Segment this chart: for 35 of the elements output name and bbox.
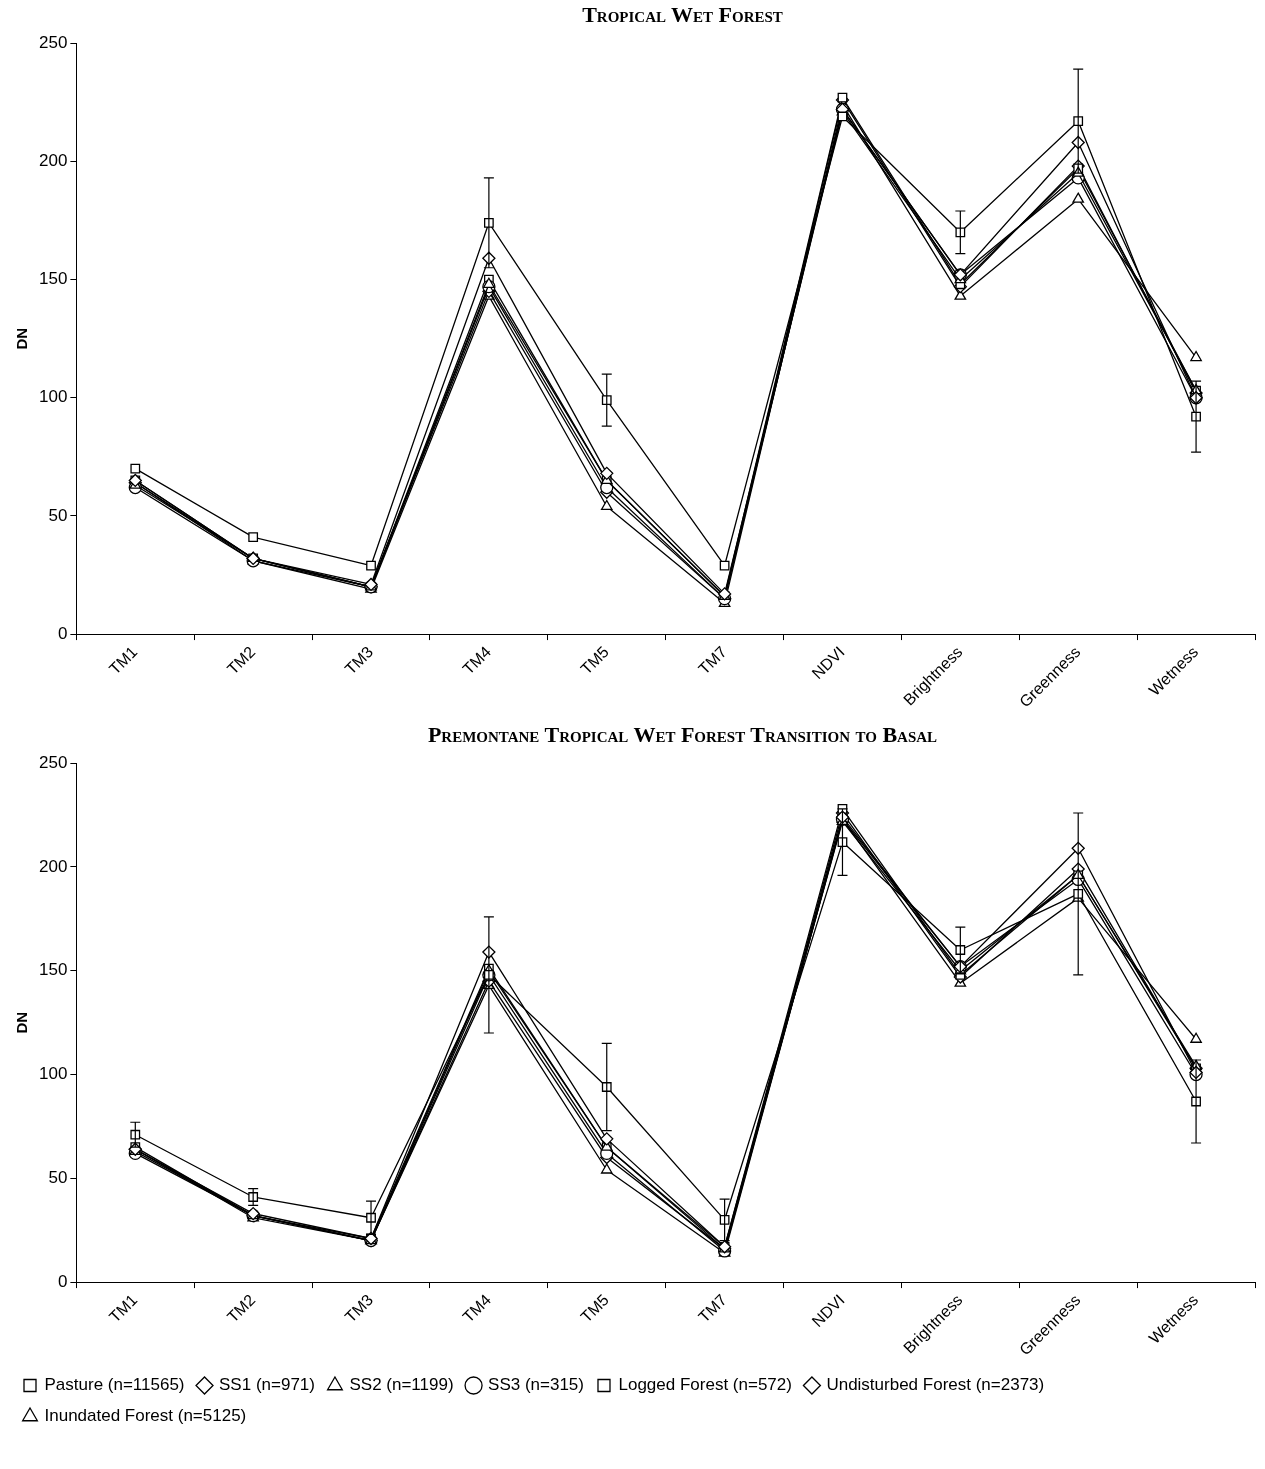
y-tick-label: 150 bbox=[38, 960, 68, 980]
x-tick-label: TM2 bbox=[223, 643, 259, 678]
y-tick-label: 50 bbox=[48, 505, 68, 525]
y-tick-label: 0 bbox=[57, 623, 68, 643]
x-tick-label: TM4 bbox=[459, 1291, 495, 1326]
legend-label: SS3 (n=315) bbox=[488, 1375, 584, 1395]
y-tick-label: 100 bbox=[38, 1064, 68, 1084]
x-tick-label: TM3 bbox=[341, 1291, 377, 1326]
y-tick-label: 100 bbox=[38, 387, 68, 407]
y-tick-label: 200 bbox=[38, 151, 68, 171]
y-axis-title: DN bbox=[13, 327, 31, 350]
legend-label: Inundated Forest (n=5125) bbox=[44, 1406, 247, 1426]
chart-title: Tropical Wet Forest bbox=[581, 1, 784, 29]
x-tick-label: TM1 bbox=[105, 643, 141, 678]
x-tick-label: TM3 bbox=[341, 643, 377, 678]
y-axis-title: DN bbox=[13, 1011, 31, 1034]
x-tick-label: TM5 bbox=[577, 1291, 613, 1326]
y-tick-label: 150 bbox=[38, 269, 68, 289]
legend-label: Logged Forest (n=572) bbox=[618, 1375, 792, 1395]
y-tick-label: 250 bbox=[38, 32, 68, 52]
y-tick-label: 250 bbox=[38, 752, 68, 772]
chart-title: Premontane Tropical Wet Forest Transition to Basal bbox=[426, 721, 939, 749]
legend-label: Pasture (n=11565) bbox=[44, 1375, 185, 1395]
legend-label: SS2 (n=1199) bbox=[349, 1375, 454, 1395]
x-tick-label: TM7 bbox=[695, 1291, 730, 1326]
x-tick-label: TM4 bbox=[459, 643, 495, 678]
x-tick-label: TM5 bbox=[577, 643, 613, 678]
legend-label: Undisturbed Forest (n=2373) bbox=[826, 1375, 1045, 1395]
y-tick-label: 0 bbox=[57, 1271, 68, 1291]
legend-label: SS1 (n=971) bbox=[219, 1375, 315, 1395]
y-tick-label: 50 bbox=[48, 1167, 68, 1187]
x-tick-label: TM2 bbox=[223, 1291, 259, 1326]
y-tick-label: 200 bbox=[38, 856, 68, 876]
x-tick-label: TM7 bbox=[695, 643, 730, 678]
x-tick-label: TM1 bbox=[105, 1291, 141, 1326]
